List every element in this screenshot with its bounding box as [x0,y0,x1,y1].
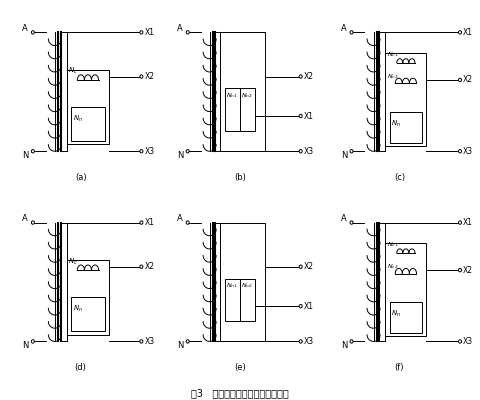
Circle shape [299,150,302,153]
Circle shape [299,340,302,343]
Text: N: N [341,341,347,350]
Circle shape [140,31,143,34]
Circle shape [458,340,462,343]
Bar [220,32,265,151]
Text: X1: X1 [144,28,155,37]
Circle shape [299,75,302,78]
Text: X2: X2 [304,262,314,271]
Text: (a): (a) [75,173,86,182]
Circle shape [458,150,462,153]
Text: N: N [22,151,28,160]
Circle shape [140,221,143,224]
Circle shape [140,265,143,268]
Text: $N_n$: $N_n$ [73,114,83,124]
Text: $N_{c2}$: $N_{c2}$ [387,72,398,81]
Text: A: A [177,24,183,33]
Text: X1: X1 [304,112,314,120]
Circle shape [140,340,143,343]
Text: (f): (f) [395,363,404,372]
Bar [385,243,426,336]
Text: X3: X3 [463,337,473,346]
Text: $N_{n2}$: $N_{n2}$ [241,91,253,100]
Circle shape [350,31,353,34]
Circle shape [186,340,189,343]
Circle shape [31,31,35,34]
Text: N: N [177,151,183,160]
Text: X3: X3 [463,147,473,156]
Circle shape [350,221,353,224]
Bar [240,279,255,321]
Circle shape [299,304,302,308]
Text: X1: X1 [144,218,155,227]
Bar [225,279,240,321]
Text: X2: X2 [463,266,473,275]
Circle shape [186,31,189,34]
Text: X3: X3 [304,337,314,346]
Text: X2: X2 [304,72,314,81]
Circle shape [458,268,462,272]
Circle shape [186,221,189,224]
Circle shape [350,340,353,343]
Text: $N_{c2}$: $N_{c2}$ [387,262,398,271]
Text: X2: X2 [144,72,155,81]
Text: N: N [22,341,28,350]
Text: $N_n$: $N_n$ [391,119,401,129]
Circle shape [31,221,35,224]
Circle shape [31,150,35,153]
Text: A: A [341,24,347,33]
Text: X3: X3 [304,147,314,156]
Circle shape [299,265,302,268]
Bar [240,88,255,131]
Text: X1: X1 [463,28,473,37]
Circle shape [140,75,143,78]
Text: $N_{n2}$: $N_{n2}$ [241,281,253,290]
Text: X1: X1 [463,218,473,227]
Text: X1: X1 [304,302,314,311]
Text: $N_{n1}$: $N_{n1}$ [226,281,238,290]
Text: A: A [341,214,347,223]
Text: $N_n$: $N_n$ [391,309,401,319]
Text: A: A [23,24,28,33]
Text: N: N [341,151,347,160]
Circle shape [299,114,302,118]
Bar [390,302,422,333]
Bar [225,88,240,131]
Bar [67,260,109,335]
Text: X2: X2 [144,262,155,271]
Bar [385,53,426,146]
Bar [220,222,265,342]
Text: $N_{c1}$: $N_{c1}$ [387,240,398,249]
Circle shape [140,150,143,153]
Circle shape [458,78,462,82]
Circle shape [350,150,353,153]
Text: X2: X2 [463,76,473,84]
Text: $N_n$: $N_n$ [73,304,83,314]
Bar [71,297,105,331]
Text: X3: X3 [144,337,155,346]
Text: $N_{c1}$: $N_{c1}$ [387,50,398,59]
Text: $N_{n1}$: $N_{n1}$ [226,91,238,100]
Text: A: A [177,214,183,223]
Circle shape [458,221,462,224]
Text: (b): (b) [234,173,246,182]
Text: (d): (d) [75,363,86,372]
Text: $N_c$: $N_c$ [68,256,78,266]
Text: (e): (e) [234,363,246,372]
Text: N: N [177,341,183,350]
Bar [67,70,109,144]
Text: (c): (c) [394,173,405,182]
Text: 图3   并联补偿辅助互感器接线方式: 图3 并联补偿辅助互感器接线方式 [191,388,289,398]
Bar [390,112,422,143]
Text: X3: X3 [144,147,155,156]
Circle shape [186,150,189,153]
Circle shape [458,31,462,34]
Text: $N_c$: $N_c$ [68,66,78,76]
Circle shape [31,340,35,343]
Bar [71,107,105,141]
Text: A: A [23,214,28,223]
